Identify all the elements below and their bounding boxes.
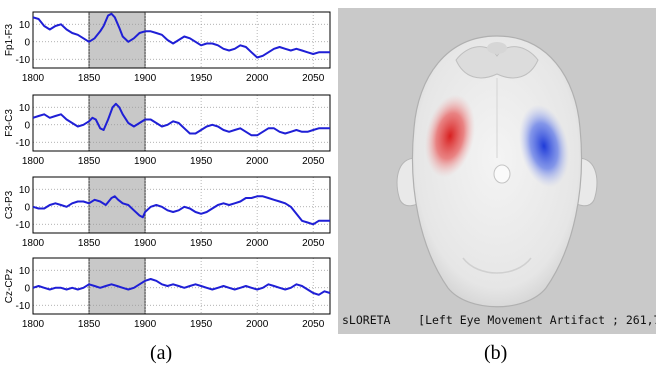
panel-c3-p3: 10 0 -10 1800 1850 1900 1950 2000 2050 C3-P3 bbox=[4, 176, 331, 249]
xtick-label: 2000 bbox=[246, 319, 269, 330]
plot-frame bbox=[32, 11, 331, 69]
xtick-label: 1800 bbox=[22, 238, 45, 249]
xtick-label: 1950 bbox=[190, 238, 213, 249]
ytick-label: 0 bbox=[24, 202, 30, 213]
ytick-label: 0 bbox=[24, 120, 30, 131]
plot-frame bbox=[32, 257, 331, 315]
xtick-label: 2050 bbox=[302, 319, 325, 330]
caption-a: (a) bbox=[150, 342, 173, 364]
xtick-label: 1850 bbox=[78, 319, 101, 330]
xtick-label: 2050 bbox=[302, 238, 325, 249]
ytick-label: 0 bbox=[24, 283, 30, 294]
channel-label: C3-P3 bbox=[4, 190, 15, 219]
cerebellum-structure bbox=[462, 257, 532, 274]
nose-structure bbox=[487, 42, 507, 54]
xtick-label: 2000 bbox=[246, 156, 269, 167]
ytick-label: 10 bbox=[19, 185, 31, 196]
ytick-label: -10 bbox=[16, 220, 31, 231]
channel-label: F3-C3 bbox=[4, 109, 15, 137]
sloreta-topomap: sLORETA [Left Eye Movement Artifact ; 26… bbox=[338, 8, 656, 334]
xtick-label: 1850 bbox=[78, 73, 101, 84]
xtick-label: 1800 bbox=[22, 156, 45, 167]
xtick-label: 1950 bbox=[190, 73, 213, 84]
panel-cz-cpz: 10 0 -10 1800 1850 1900 1950 2000 2050 Cz-CPz bbox=[4, 257, 331, 330]
series-line-c3-p3 bbox=[32, 195, 330, 226]
positive-activation bbox=[424, 94, 476, 178]
topomap-label: sLORETA [Left Eye Movement Artifact ; 26… bbox=[342, 313, 656, 327]
head-top-view bbox=[396, 35, 598, 308]
eeg-channel-plots: 10 0 -10 1800 1850 1900 1950 2000 2050 Fp1-F3 10 0 -… bbox=[4, 11, 331, 330]
panel-f3-c3: 10 0 -10 1800 1850 1900 1950 2000 2050 F3-C3 bbox=[4, 94, 331, 167]
ytick-label: 0 bbox=[24, 37, 30, 48]
xtick-label: 1800 bbox=[22, 319, 45, 330]
frontal-structure bbox=[455, 46, 539, 79]
xtick-label: 2050 bbox=[302, 156, 325, 167]
center-structure bbox=[493, 164, 511, 184]
ytick-label: 10 bbox=[19, 103, 31, 114]
caption-b: (b) bbox=[484, 342, 508, 364]
plot-frame bbox=[32, 94, 331, 152]
ytick-label: -10 bbox=[16, 301, 31, 312]
xtick-label: 1950 bbox=[190, 319, 213, 330]
xtick-label: 1900 bbox=[134, 156, 157, 167]
xtick-label: 1850 bbox=[78, 156, 101, 167]
series-line-fp1-f3 bbox=[32, 12, 330, 59]
xtick-label: 1900 bbox=[134, 238, 157, 249]
ytick-label: -10 bbox=[16, 138, 31, 149]
plot-frame bbox=[32, 176, 331, 234]
channel-label: Fp1-F3 bbox=[4, 23, 15, 56]
negative-activation bbox=[518, 104, 570, 188]
xtick-label: 1950 bbox=[190, 156, 213, 167]
highlight-region bbox=[88, 176, 146, 234]
xtick-label: 2050 bbox=[302, 73, 325, 84]
xtick-label: 1800 bbox=[22, 73, 45, 84]
xtick-label: 1900 bbox=[134, 319, 157, 330]
series-line-f3-c3 bbox=[32, 102, 330, 137]
panel-fp1-f3: 10 0 -10 1800 1850 1900 1950 2000 2050 Fp1-F3 bbox=[4, 11, 331, 84]
xtick-label: 2000 bbox=[246, 73, 269, 84]
ytick-label: -10 bbox=[16, 55, 31, 66]
ytick-label: 10 bbox=[19, 266, 31, 277]
xtick-label: 1900 bbox=[134, 73, 157, 84]
xtick-label: 2000 bbox=[246, 238, 269, 249]
channel-label: Cz-CPz bbox=[4, 269, 15, 303]
ytick-label: 10 bbox=[19, 20, 31, 31]
xtick-label: 1850 bbox=[78, 238, 101, 249]
series-line-cz-cpz bbox=[32, 278, 331, 296]
